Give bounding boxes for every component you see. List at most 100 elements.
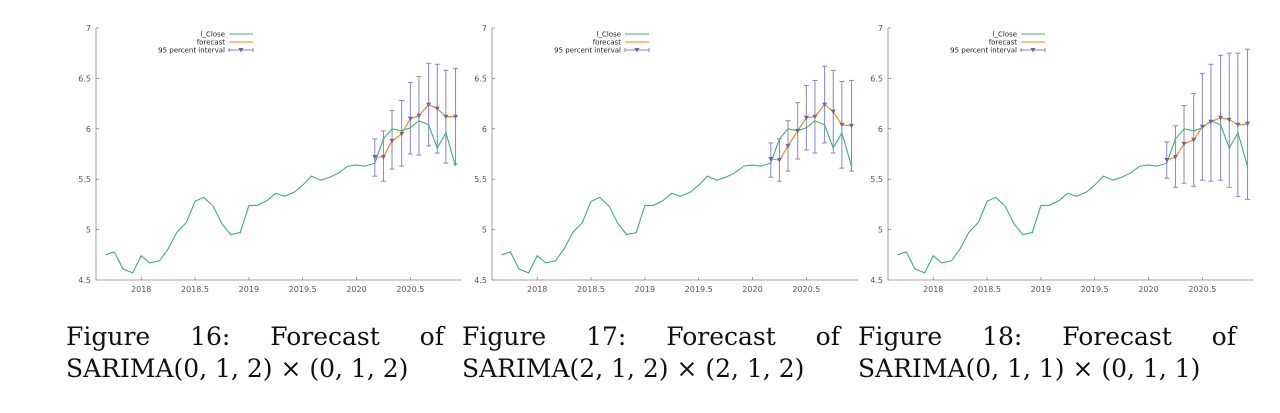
y-tick-label: 7	[86, 24, 91, 33]
forecast-marker	[1199, 124, 1205, 130]
caption-word: Forecast	[270, 322, 380, 351]
caption-word: Forecast	[1062, 322, 1172, 351]
y-tick-label: 6.5	[870, 74, 883, 83]
forecast-marker	[389, 138, 395, 144]
forecast-marker	[453, 114, 459, 120]
y-tick-label: 5	[482, 226, 487, 235]
forecast-marker	[426, 102, 432, 108]
x-tick-label: 2020	[742, 285, 762, 294]
series-line-forecast	[374, 103, 456, 158]
x-tick-label: 2020.5	[396, 285, 424, 294]
legend-label: forecast	[989, 39, 1018, 47]
y-tick-label: 6	[878, 125, 883, 134]
forecast-marker	[372, 155, 378, 160]
forecast-marker	[416, 113, 422, 119]
forecast-marker	[443, 114, 449, 120]
legend-label: l_Close	[200, 31, 225, 39]
x-tick-label: 2019	[1031, 285, 1051, 294]
series-line-l-close	[501, 120, 853, 274]
x-tick-label: 2020.5	[1188, 285, 1216, 294]
x-tick-label: 2018.5	[181, 285, 209, 294]
forecast-marker	[1218, 115, 1224, 121]
x-tick-label: 2020	[346, 285, 366, 294]
legend-label: forecast	[593, 39, 622, 47]
series-line-l-close	[105, 120, 457, 274]
forecast-marker	[1181, 141, 1187, 147]
forecast-marker	[1208, 119, 1214, 125]
series-line-l-close	[897, 120, 1249, 274]
forecast-chart-16: 4.5 5 5.5 6 6.5 7 2018 2018.5 2019 2019.5 2020 2020…	[78, 24, 462, 294]
forecast-marker	[785, 143, 791, 149]
forecast-marker	[1226, 117, 1232, 123]
y-tick-label: 6.5	[474, 74, 487, 83]
y-tick-label: 5.5	[870, 175, 883, 184]
figure-number: 17:	[586, 322, 627, 351]
x-tick-label: 2018	[527, 285, 547, 294]
figure-label: Figure	[66, 322, 151, 351]
legend-swatch-marker	[634, 48, 640, 53]
x-tick-label: 2018.5	[973, 285, 1001, 294]
figure-caption-17: Figure 17: Forecast of SARIMA(2, 1, 2) ×…	[462, 321, 840, 385]
forecast-marker	[1235, 122, 1241, 128]
y-tick-label: 4.5	[78, 276, 91, 285]
caption-word: of	[1211, 322, 1236, 351]
forecast-marker	[380, 155, 386, 160]
forecast-chart-18: 4.5 5 5.5 6 6.5 7 2018 2018.5 2019 2019.5 2020 2020…	[870, 24, 1254, 294]
forecast-marker	[768, 157, 774, 162]
forecast-marker	[1164, 158, 1170, 163]
series-line-forecast	[1166, 117, 1248, 161]
y-tick-label: 4.5	[870, 276, 883, 285]
figure-number: 16:	[190, 322, 231, 351]
x-tick-label: 2019.5	[289, 285, 317, 294]
x-tick-label: 2019	[635, 285, 655, 294]
x-tick-label: 2018	[131, 285, 151, 294]
caption-word: Forecast	[666, 322, 776, 351]
figure-caption-16: Figure 16: Forecast of SARIMA(0, 1, 2) ×…	[66, 321, 444, 385]
x-tick-label: 2019.5	[1081, 285, 1109, 294]
forecast-marker	[1245, 121, 1251, 127]
legend-label: 95 percent interval	[950, 47, 1017, 55]
forecast-marker	[849, 123, 855, 129]
forecast-marker	[812, 114, 818, 120]
legend-label: l_Close	[992, 31, 1017, 39]
y-tick-label: 6	[482, 125, 487, 134]
forecast-marker	[776, 158, 782, 163]
figure-model: SARIMA(0, 1, 2) × (0, 1, 2)	[66, 354, 409, 383]
figure-caption-18: Figure 18: Forecast of SARIMA(0, 1, 1) ×…	[858, 321, 1236, 385]
y-tick-label: 5.5	[78, 175, 91, 184]
figure-number: 18:	[982, 322, 1023, 351]
legend-label: l_Close	[596, 31, 621, 39]
forecast-marker	[1191, 137, 1197, 143]
series-line-forecast	[770, 103, 852, 161]
y-tick-label: 5.5	[474, 175, 487, 184]
x-tick-label: 2018	[923, 285, 943, 294]
figure-label: Figure	[462, 322, 547, 351]
forecast-chart-17: 4.5 5 5.5 6 6.5 7 2018 2018.5 2019 2019.5 2020 2020…	[474, 24, 858, 294]
y-tick-label: 5	[86, 226, 91, 235]
forecast-marker	[407, 116, 413, 122]
forecast-marker	[399, 131, 405, 137]
x-tick-label: 2020.5	[792, 285, 820, 294]
chart-panel-17: 4.5 5 5.5 6 6.5 7 2018 2018.5 2019 2019.5 2020 2020…	[446, 10, 866, 300]
forecast-marker	[434, 106, 440, 112]
y-tick-label: 4.5	[474, 276, 487, 285]
y-tick-label: 5	[878, 226, 883, 235]
legend-label: 95 percent interval	[554, 47, 621, 55]
y-tick-label: 6.5	[78, 74, 91, 83]
y-tick-label: 6	[86, 125, 91, 134]
x-tick-label: 2018.5	[577, 285, 605, 294]
forecast-marker	[803, 115, 809, 121]
chart-panel-16: 4.5 5 5.5 6 6.5 7 2018 2018.5 2019 2019.5 2020 2020…	[50, 10, 470, 300]
y-tick-label: 7	[878, 24, 883, 33]
caption-word: of	[815, 322, 840, 351]
x-tick-label: 2019.5	[685, 285, 713, 294]
legend-swatch-marker	[1030, 48, 1036, 53]
legend-label: forecast	[197, 39, 226, 47]
x-tick-label: 2020	[1138, 285, 1158, 294]
legend-label: 95 percent interval	[158, 47, 225, 55]
forecast-marker	[830, 109, 836, 115]
x-tick-label: 2019	[239, 285, 259, 294]
forecast-marker	[795, 128, 801, 134]
caption-word: of	[419, 322, 444, 351]
forecast-marker	[822, 102, 828, 108]
